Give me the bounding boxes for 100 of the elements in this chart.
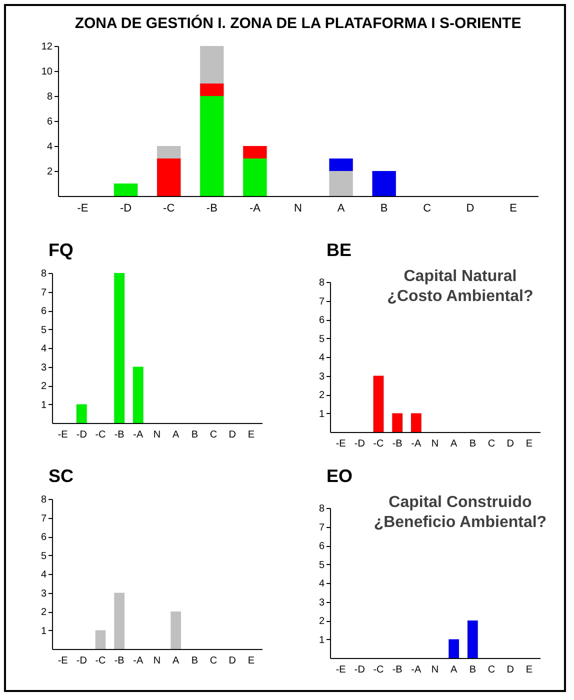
y-tick-label: 8 (40, 268, 47, 280)
x-tick-label: -D (120, 202, 132, 214)
y-tick-label: 1 (40, 626, 47, 637)
bar (243, 158, 267, 196)
x-tick-label: -B (392, 664, 403, 676)
y-tick-label: 6 (318, 315, 325, 326)
chart-title: ZONA DE GESTIÓN I. ZONA DE LA PLATAFORMA I S-ORIENTE (74, 14, 522, 32)
x-tick-label: -A (133, 656, 144, 666)
y-tick-label: 5 (40, 550, 47, 562)
x-tick-label: -C (163, 202, 175, 214)
bar (114, 273, 125, 423)
x-tick-label: -B (392, 438, 403, 450)
x-tick-label: -E (336, 438, 346, 450)
x-tick-label: -B (114, 656, 125, 666)
x-tick-label: A (450, 438, 458, 450)
x-tick-label: E (248, 430, 255, 440)
x-tick-label: A (450, 664, 458, 676)
y-tick-label: 7 (40, 513, 47, 524)
x-tick-label: N (294, 202, 302, 214)
bar (200, 96, 224, 196)
y-tick-label: 8 (318, 278, 325, 288)
x-tick-label: B (469, 664, 476, 676)
y-tick-label: 2 (318, 616, 325, 627)
x-tick-label: -C (373, 438, 384, 450)
x-tick-label: -C (373, 664, 384, 676)
bar (114, 592, 125, 649)
x-tick-label: -A (249, 202, 262, 214)
y-tick-label: 7 (318, 522, 325, 534)
y-tick-label: 6 (40, 532, 47, 543)
y-tick-label: 6 (40, 306, 47, 317)
bar (157, 146, 181, 158)
x-tick-label: -D (76, 656, 87, 666)
x-tick-label: -E (58, 430, 68, 440)
x-tick-label: C (210, 656, 218, 666)
x-tick-label: N (431, 664, 439, 676)
y-tick-label: 4 (318, 352, 325, 364)
x-tick-label: A (172, 656, 180, 666)
x-tick-label: A (172, 430, 180, 440)
x-tick-label: A (337, 202, 346, 214)
y-tick-label: 4 (40, 570, 47, 580)
y-tick-label: 4 (40, 344, 47, 354)
x-tick-label: B (191, 430, 198, 440)
x-tick-label: -D (354, 438, 365, 450)
chart-title: FQ (48, 240, 74, 260)
x-tick-label: -E (77, 202, 88, 214)
x-tick-label: D (228, 656, 236, 666)
x-tick-label: E (526, 664, 533, 676)
annotation: Capital Construido ¿Beneficio Ambiental? (374, 494, 547, 531)
chart-title: BE (326, 240, 352, 260)
x-tick-label: C (423, 202, 432, 214)
x-tick-label: D (506, 438, 514, 450)
y-tick-label: 2 (40, 607, 47, 618)
x-tick-label: -C (95, 430, 106, 440)
y-tick-label: 7 (40, 287, 47, 298)
y-tick-label: 8 (318, 504, 325, 514)
x-tick-label: D (228, 430, 236, 440)
y-tick-label: 2 (40, 381, 47, 392)
y-tick-label: 2 (318, 390, 325, 401)
x-tick-label: -D (76, 430, 87, 440)
y-tick-label: 1 (318, 634, 325, 646)
chart-title: SC (48, 466, 74, 486)
x-tick-label: N (153, 430, 161, 440)
bar (243, 146, 267, 158)
y-tick-label: 6 (318, 541, 325, 552)
x-tick-label: -D (354, 664, 365, 676)
y-tick-label: 3 (318, 597, 325, 608)
bar (114, 184, 138, 196)
x-tick-label: -B (206, 202, 218, 214)
bar (200, 46, 224, 84)
bar (157, 158, 181, 196)
chart-title: EO (326, 466, 352, 486)
y-tick-label: 5 (40, 324, 47, 336)
x-tick-label: -E (58, 656, 68, 666)
y-tick-label: 3 (318, 371, 325, 382)
y-tick-label: 4 (318, 578, 325, 590)
bar (132, 366, 144, 423)
x-tick-label: B (380, 202, 388, 214)
x-tick-label: E (510, 202, 517, 214)
x-tick-label: D (506, 664, 514, 676)
x-tick-label: N (153, 656, 161, 666)
x-tick-label: C (488, 664, 496, 676)
y-tick-label: 12 (41, 42, 53, 52)
bar (95, 630, 106, 649)
y-tick-label: 3 (40, 588, 47, 600)
x-tick-label: -B (114, 430, 125, 440)
x-tick-label: C (488, 438, 496, 450)
y-tick-label: 6 (46, 116, 53, 128)
x-tick-label: -A (411, 438, 422, 450)
x-tick-label: E (248, 656, 255, 666)
bar (76, 404, 87, 423)
y-tick-label: 5 (318, 560, 325, 571)
y-tick-label: 3 (40, 362, 47, 374)
x-tick-label: B (191, 656, 198, 666)
x-tick-label: D (466, 202, 474, 214)
y-tick-label: 8 (40, 494, 47, 506)
bar (372, 171, 396, 196)
x-tick-label: C (210, 430, 218, 440)
bar (200, 84, 224, 96)
y-tick-label: 5 (318, 334, 325, 345)
bar (329, 158, 353, 171)
